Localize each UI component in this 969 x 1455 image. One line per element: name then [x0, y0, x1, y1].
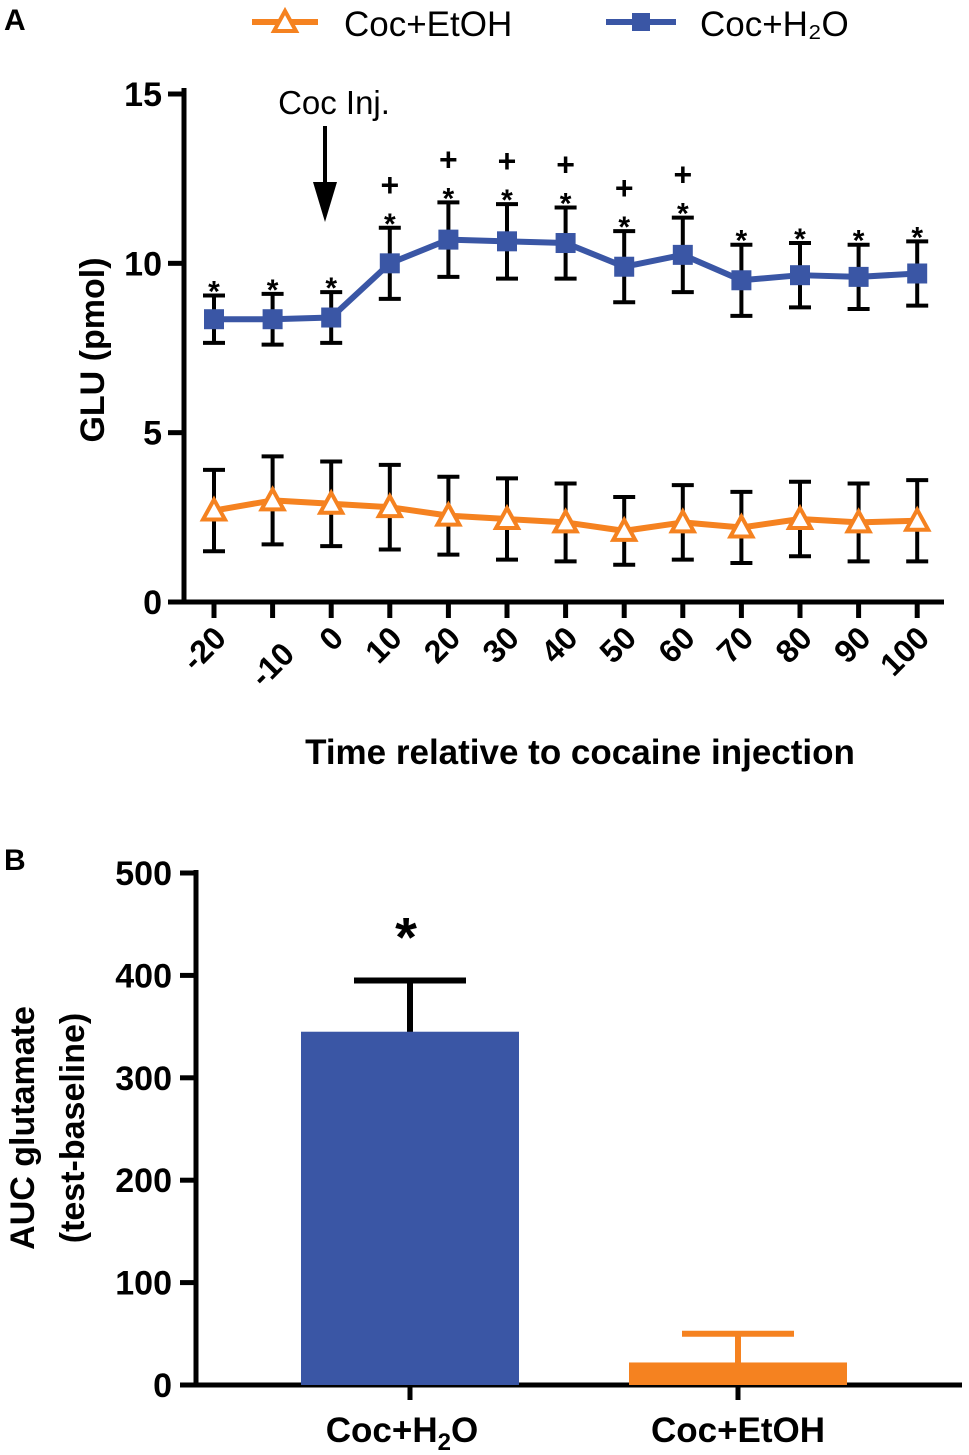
y-tick-label-a: 0: [143, 584, 162, 622]
x-tick-label-a: 20: [417, 619, 468, 670]
panel-label-a: A: [4, 4, 26, 37]
significance-star: *: [736, 225, 748, 258]
significance-star: *: [853, 225, 865, 258]
y-tick-label-b: 500: [115, 855, 172, 893]
significance-star: *: [501, 184, 513, 217]
x-tick-label-a: 60: [651, 619, 702, 670]
x-tick-label-a: 40: [534, 619, 585, 670]
bar-h2o: [301, 1031, 519, 1385]
data-point-h2o: [321, 307, 342, 328]
y-tick-label-b: 200: [115, 1162, 172, 1200]
significance-star: *: [560, 187, 572, 220]
data-point-h2o: [907, 263, 928, 284]
significance-plus: +: [380, 167, 399, 203]
significance-plus: +: [498, 143, 517, 179]
legend-square-marker: [632, 13, 650, 31]
data-point-etoh: [492, 503, 522, 531]
data-point-h2o: [614, 256, 635, 277]
bar-chart-panel-b: 0 100 200 300 400 500 * Coc+H2O Coc+EtOH AUC …: [4, 855, 962, 1455]
y-tick-label-a: 5: [143, 415, 162, 453]
data-point-h2o: [731, 270, 752, 291]
data-point-etoh: [727, 512, 756, 539]
legend-label-etoh: Coc+EtOH: [344, 5, 512, 44]
data-point-etoh: [609, 515, 639, 542]
x-tick-label-a: 100: [873, 619, 936, 682]
panel-label-b: B: [4, 844, 26, 877]
data-point-etoh: [434, 500, 463, 527]
y-tick-label-b: 400: [115, 957, 172, 995]
data-point-h2o: [672, 244, 693, 265]
significance-star: *: [911, 221, 923, 254]
y-tick-label-b: 0: [153, 1367, 172, 1405]
data-point-etoh: [316, 488, 346, 515]
y-axis-label-b-line2: (test-baseline): [54, 1013, 92, 1244]
data-point-h2o: [204, 309, 224, 330]
significance-plus: +: [556, 146, 575, 182]
data-point-etoh: [551, 507, 580, 534]
y-axis-label-a: GLU (pmol): [74, 257, 112, 442]
x-axis-label-a: Time relative to cocaine injection: [305, 733, 855, 772]
y-tick-label-b: 100: [115, 1265, 172, 1303]
x-tick-label-a: 30: [475, 619, 526, 670]
legend: Coc+EtOH Coc+H₂O: [252, 5, 849, 44]
data-point-h2o: [848, 266, 869, 287]
significance-plus: +: [615, 170, 634, 206]
x-tick-label-a: 70: [710, 619, 761, 670]
significance-star: *: [794, 223, 806, 256]
data-point-h2o: [379, 253, 400, 274]
bar-etoh: [629, 1362, 847, 1385]
significance-star: *: [325, 272, 337, 305]
x-tick-label-a: 80: [768, 619, 819, 670]
significance-plus: +: [439, 141, 458, 177]
y-axis-label-b-line1: AUC glutamate: [4, 1006, 42, 1250]
x-tick-label-a: -10: [243, 635, 301, 693]
data-point-etoh: [902, 505, 932, 532]
x-tick-label-a: 0: [312, 619, 350, 657]
legend-label-h2o: Coc+H₂O: [700, 5, 849, 44]
legend-triangle-marker: [270, 6, 300, 33]
x-tick-label-a: -20: [175, 619, 233, 677]
data-point-etoh: [258, 485, 287, 512]
bar-significance-star: *: [395, 906, 417, 969]
data-point-etoh: [785, 503, 815, 531]
significance-star: *: [677, 198, 689, 231]
data-point-h2o: [497, 231, 517, 252]
data-point-etoh: [375, 492, 405, 519]
data-point-h2o: [438, 229, 459, 250]
significance-star: *: [267, 274, 279, 307]
significance-star: *: [618, 211, 630, 244]
data-point-h2o: [790, 265, 810, 286]
x-tick-label-a: 10: [358, 619, 409, 670]
y-tick-label-a: 15: [124, 76, 162, 114]
x-category-label-h2o: Coc+H2O: [326, 1411, 478, 1455]
significance-star: *: [443, 182, 455, 215]
y-tick-label-a: 10: [124, 245, 162, 283]
significance-plus: +: [673, 157, 692, 193]
coc-injection-label: Coc Inj.: [278, 84, 390, 121]
x-tick-label-a: 90: [827, 619, 878, 670]
y-tick-label-b: 300: [115, 1060, 172, 1098]
coc-injection-arrow: [313, 126, 337, 222]
significance-star: *: [208, 276, 220, 309]
data-point-h2o: [262, 309, 283, 330]
data-point-etoh: [668, 507, 698, 534]
x-tick-label-a: 50: [593, 619, 644, 670]
data-point-h2o: [555, 233, 576, 254]
data-point-etoh: [844, 507, 873, 534]
data-point-etoh: [199, 495, 229, 522]
significance-star: *: [384, 208, 396, 241]
x-category-label-etoh: Coc+EtOH: [651, 1411, 825, 1450]
